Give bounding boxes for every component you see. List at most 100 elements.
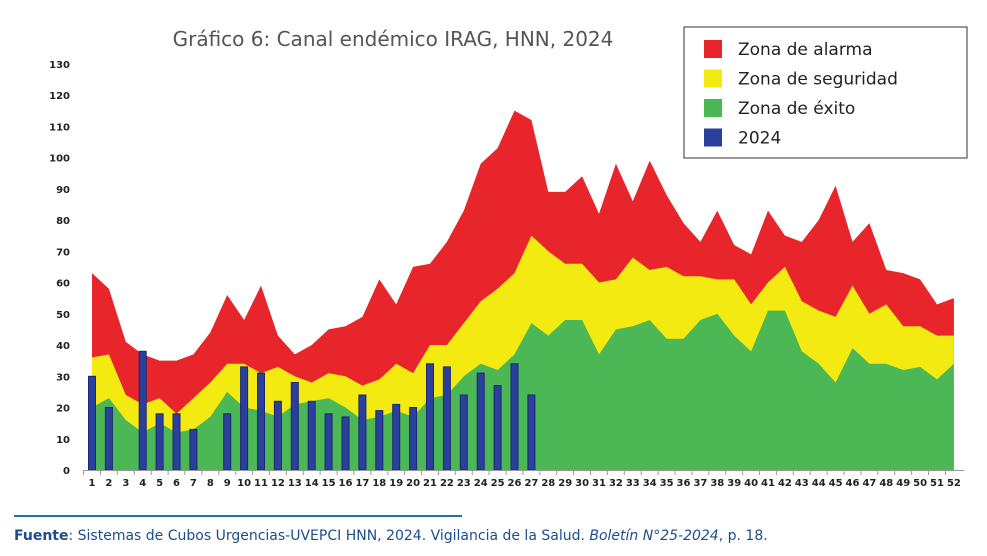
x-tick-label-13: 13: [288, 478, 302, 489]
x-tick-label-1: 1: [89, 478, 96, 489]
x-tick-label-32: 32: [609, 478, 623, 489]
bar-week-19: [392, 403, 401, 471]
bar-week-21: [426, 363, 434, 471]
x-tick-label-15: 15: [322, 478, 336, 489]
source-bulletin: Boletín N°25-2024: [589, 528, 719, 544]
bar-week-24: [476, 372, 485, 471]
source-divider: [14, 515, 462, 517]
bar-week-7: [189, 428, 198, 471]
bar-week-20: [409, 407, 418, 471]
legend: Zona de alarma Zona de seguridad Zona de é…: [683, 26, 968, 159]
bar-week-9: [223, 413, 232, 471]
bar-week-26: [510, 363, 519, 471]
bar-week-11: [257, 372, 265, 471]
bar-week-13: [290, 382, 299, 471]
bar-week-10: [240, 366, 249, 471]
x-tick-label-11: 11: [254, 478, 268, 489]
x-tick-label-46: 46: [846, 478, 860, 489]
x-tick-label-20: 20: [406, 478, 420, 489]
x-tick-label-41: 41: [761, 478, 775, 489]
x-tick-label-24: 24: [474, 478, 488, 489]
x-tick-label-35: 35: [660, 478, 674, 489]
y-tick-label-70: 70: [56, 247, 70, 258]
x-tick-label-42: 42: [778, 478, 792, 489]
y-tick-label-10: 10: [56, 435, 70, 446]
y-tick-label-50: 50: [56, 310, 70, 321]
x-tick-label-34: 34: [643, 478, 657, 489]
x-tick-label-8: 8: [207, 478, 214, 489]
x-tick-label-27: 27: [524, 478, 538, 489]
x-tick-label-30: 30: [575, 478, 589, 489]
bar-week-23: [459, 394, 468, 471]
legend-frame: [683, 26, 968, 159]
bar-week-15: [324, 413, 333, 471]
x-tick-label-2: 2: [105, 478, 112, 489]
bar-week-5: [155, 413, 164, 471]
bar-week-16: [341, 416, 350, 471]
bar-week-2: [104, 407, 113, 471]
x-tick-label-28: 28: [541, 478, 555, 489]
x-tick-label-51: 51: [930, 478, 944, 489]
source-text: : Sistemas de Cubos Urgencias-UVEPCI HNN…: [68, 528, 590, 544]
area-zona-de-exito: [92, 310, 954, 470]
x-tick-label-26: 26: [508, 478, 522, 489]
x-tick-label-23: 23: [457, 478, 471, 489]
legend-swatch-zona-de-exito: [704, 99, 722, 117]
legend-swatch-2024: [704, 128, 722, 147]
x-tick-label-25: 25: [491, 478, 505, 489]
source-label: Fuente: [14, 528, 69, 544]
bar-week-17: [358, 394, 367, 471]
x-tick-label-40: 40: [744, 478, 758, 489]
x-tick-label-49: 49: [896, 478, 910, 489]
y-tick-label-0: 0: [63, 466, 70, 477]
x-tick-label-39: 39: [727, 478, 741, 489]
x-tick-label-17: 17: [355, 478, 369, 489]
x-tick-label-50: 50: [913, 478, 927, 489]
legend-label-zona-de-alarma: Zona de alarma: [738, 40, 873, 60]
chart-title: Gráfico 6: Canal endémico IRAG, HNN, 202…: [173, 27, 614, 51]
bar-week-1: [88, 375, 96, 471]
x-tick-label-4: 4: [139, 478, 146, 489]
x-tick-label-52: 52: [947, 478, 961, 489]
x-tick-label-5: 5: [156, 478, 163, 489]
source-tail: , p. 18.: [718, 528, 768, 544]
x-tick-label-14: 14: [305, 478, 319, 489]
y-tick-label-60: 60: [56, 279, 70, 290]
y-tick-label-100: 100: [49, 154, 70, 165]
x-tick-label-18: 18: [372, 478, 386, 489]
y-tick-label-90: 90: [56, 185, 70, 196]
legend-label-zona-de-seguridad: Zona de seguridad: [738, 70, 898, 90]
y-tick-label-20: 20: [56, 404, 70, 415]
x-tick-label-16: 16: [339, 478, 353, 489]
x-tick-label-48: 48: [879, 478, 893, 489]
legend-swatch-zona-de-seguridad: [704, 69, 722, 88]
x-tick-label-31: 31: [592, 478, 606, 489]
y-tick-label-40: 40: [56, 341, 70, 352]
x-tick-label-37: 37: [693, 478, 707, 489]
bar-week-22: [442, 366, 451, 471]
x-tick-label-36: 36: [677, 478, 691, 489]
x-tick-label-38: 38: [710, 478, 724, 489]
y-tick-label-30: 30: [56, 372, 70, 383]
y-tick-label-80: 80: [56, 216, 70, 227]
x-tick-label-22: 22: [440, 478, 454, 489]
x-tick-label-33: 33: [626, 478, 640, 489]
legend-swatch-zona-de-alarma: [704, 40, 722, 58]
x-tick-label-12: 12: [271, 478, 285, 489]
y-tick-label-110: 110: [49, 122, 70, 133]
bar-week-25: [493, 385, 502, 471]
legend-label-2024: 2024: [738, 129, 781, 149]
y-tick-label-120: 120: [49, 91, 70, 102]
x-tick-label-10: 10: [237, 478, 251, 489]
bar-week-18: [375, 410, 384, 471]
x-tick-label-44: 44: [812, 478, 826, 489]
source-note: Fuente: Sistemas de Cubos Urgencias-UVEP…: [14, 528, 768, 544]
bar-week-4: [138, 350, 147, 471]
x-tick-label-47: 47: [862, 478, 876, 489]
bar-week-6: [172, 413, 181, 471]
x-tick-label-45: 45: [829, 478, 843, 489]
x-tick-label-43: 43: [795, 478, 809, 489]
bar-week-12: [273, 400, 282, 471]
x-tick-label-29: 29: [558, 478, 572, 489]
